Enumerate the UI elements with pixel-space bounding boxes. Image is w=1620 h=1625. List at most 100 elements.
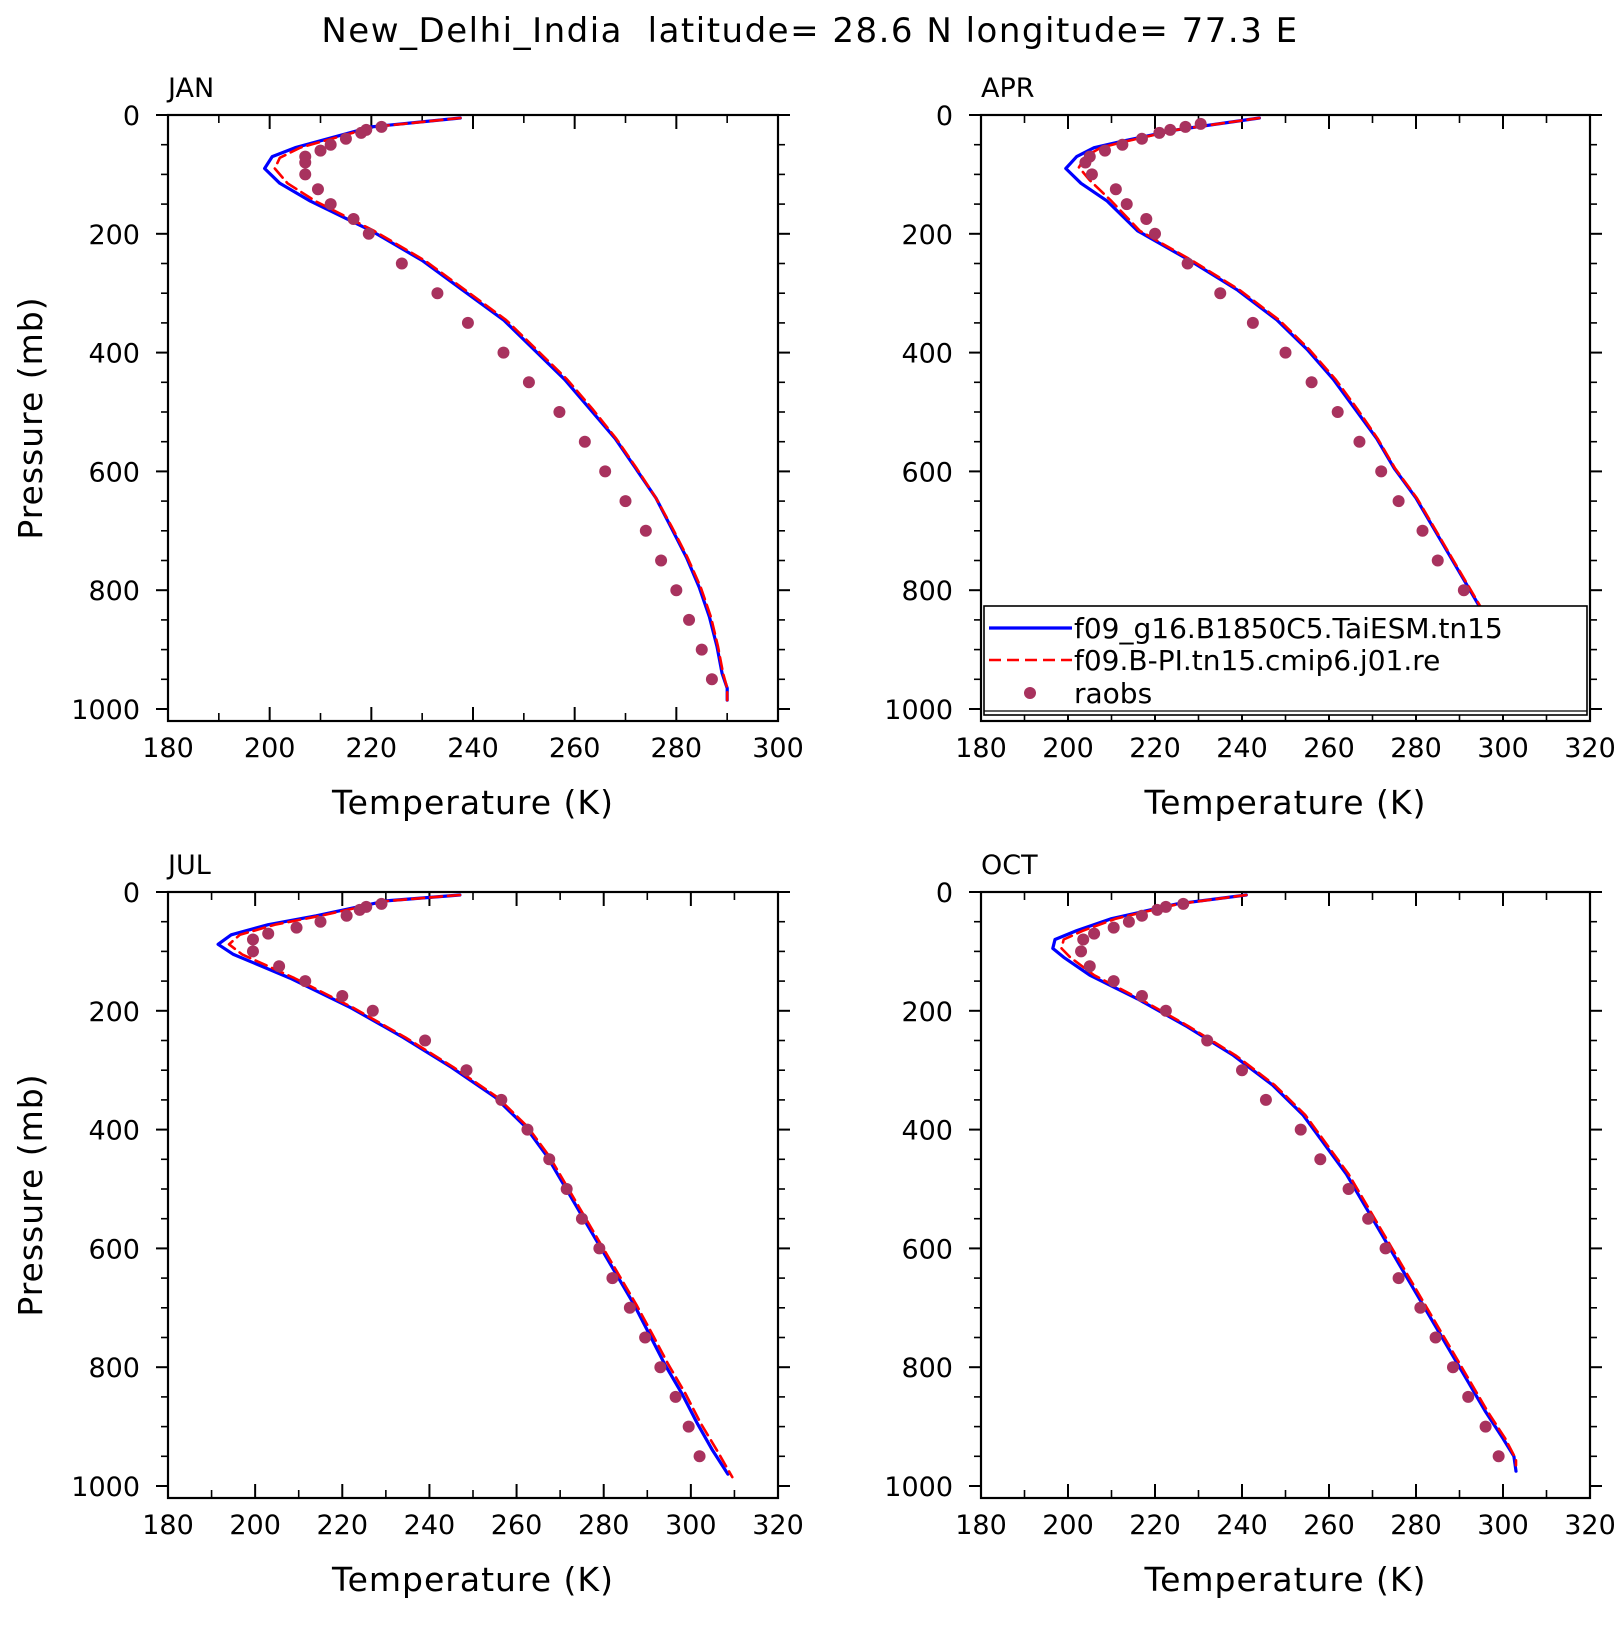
raobs-point (262, 927, 275, 940)
raobs-point (654, 1361, 667, 1374)
x-tick-label: 220 (317, 1510, 369, 1541)
y-tick-label: 0 (123, 101, 140, 132)
raobs-point (1116, 138, 1129, 151)
raobs-point (311, 183, 324, 196)
raobs-point (339, 132, 352, 145)
raobs-point (1140, 212, 1153, 225)
raobs-point (366, 1004, 379, 1017)
raobs-point (246, 933, 259, 946)
raobs-point (1279, 346, 1292, 359)
raobs-point (553, 406, 566, 418)
raobs-point (1342, 1183, 1355, 1195)
raobs-point (314, 144, 327, 157)
x-tick-label: 260 (491, 1510, 543, 1541)
legend: f09_g16.B1850C5.TaiESM.tn15f09.B-PI.tn15… (983, 605, 1588, 716)
y-tick-label: 600 (88, 1234, 140, 1265)
legend-box (983, 605, 1588, 716)
raobs-point (347, 212, 360, 225)
y-tick-label: 400 (88, 1116, 140, 1147)
raobs-point (1259, 1093, 1272, 1106)
x-axis-label: Temperature (K) (1144, 783, 1427, 822)
raobs-point (1149, 227, 1161, 240)
series-cmip6-line (1060, 893, 1518, 1467)
raobs-point (246, 945, 259, 958)
x-tick-label: 300 (665, 1510, 717, 1541)
raobs-point (705, 673, 718, 686)
x-tick-label: 260 (1303, 733, 1355, 764)
y-tick-label: 800 (88, 1353, 140, 1384)
raobs-point (693, 1450, 706, 1463)
raobs-point (1392, 1272, 1405, 1285)
x-tick-label: 260 (549, 733, 601, 764)
page-title: New_Delhi_India latitude= 28.6 N longitu… (321, 11, 1298, 51)
panel-label: APR (981, 73, 1035, 104)
x-axis-label: Temperature (K) (1144, 1560, 1427, 1599)
raobs-point (1331, 406, 1344, 418)
raobs-point (1236, 1064, 1248, 1077)
raobs-point (336, 989, 349, 1002)
raobs-point (431, 287, 444, 300)
raobs-point (497, 346, 510, 359)
y-tick-label: 800 (88, 576, 140, 607)
raobs-point (619, 495, 632, 508)
raobs-point (461, 316, 474, 329)
raobs-point (299, 156, 312, 169)
x-tick-label: 280 (1390, 733, 1442, 764)
raobs-point (1083, 960, 1096, 973)
x-tick-label: 280 (651, 733, 703, 764)
raobs-point (1246, 316, 1259, 329)
plot-frame (166, 113, 780, 723)
y-tick-label: 600 (901, 1234, 953, 1265)
raobs-point (560, 1183, 573, 1195)
raobs-point (1135, 989, 1148, 1002)
series-taiesm-line (263, 116, 729, 702)
raobs-point (1098, 144, 1111, 157)
panel-label: OCT (981, 850, 1038, 881)
x-tick-label: 320 (1564, 1510, 1616, 1541)
raobs-point (340, 909, 353, 922)
raobs-point (606, 1272, 619, 1285)
y-tick-label: 800 (901, 1353, 953, 1384)
x-tick-label: 300 (1477, 733, 1529, 764)
raobs-point (1446, 1361, 1459, 1374)
y-tick-label: 800 (901, 576, 953, 607)
x-tick-label: 180 (955, 1510, 1007, 1541)
series-cmip6-line (273, 116, 729, 702)
raobs-point (1462, 1390, 1475, 1403)
y-tick-label: 200 (88, 997, 140, 1028)
raobs-point (1077, 933, 1090, 946)
y-tick-label: 1000 (71, 1472, 140, 1503)
raobs-point (324, 198, 337, 211)
x-tick-label: 180 (142, 1510, 194, 1541)
series-taiesm-line (1051, 893, 1518, 1473)
raobs-point (1201, 1034, 1214, 1047)
raobs-point (314, 915, 327, 928)
x-tick-label: 200 (1042, 1510, 1094, 1541)
raobs-point (1151, 903, 1164, 916)
raobs-point (683, 613, 696, 626)
raobs-point (460, 1064, 473, 1077)
x-tick-label: 200 (229, 1510, 281, 1541)
plot-area (1051, 893, 1518, 1473)
raobs-point (1179, 120, 1192, 133)
raobs-point (375, 120, 388, 133)
x-axis-label: Temperature (K) (331, 1560, 614, 1599)
raobs-point (1314, 1153, 1327, 1166)
x-tick-label: 300 (752, 733, 804, 764)
x-tick-label: 240 (404, 1510, 456, 1541)
series-taiesm-line (216, 893, 730, 1476)
raobs-point (1120, 198, 1133, 211)
raobs-point (593, 1242, 606, 1255)
y-tick-label: 200 (901, 997, 953, 1028)
raobs-point (578, 435, 591, 448)
raobs-point (324, 138, 337, 151)
raobs-point (1431, 554, 1444, 567)
raobs-point (1107, 975, 1120, 988)
legend-entry: f09_g16.B1850C5.TaiESM.tn15 (1074, 612, 1503, 645)
y-tick-label: 400 (88, 339, 140, 370)
raobs-point (1305, 376, 1318, 389)
y-tick-label: 1000 (71, 695, 140, 726)
raobs-point (1294, 1123, 1307, 1136)
legend-swatch-raobs (1024, 687, 1036, 699)
